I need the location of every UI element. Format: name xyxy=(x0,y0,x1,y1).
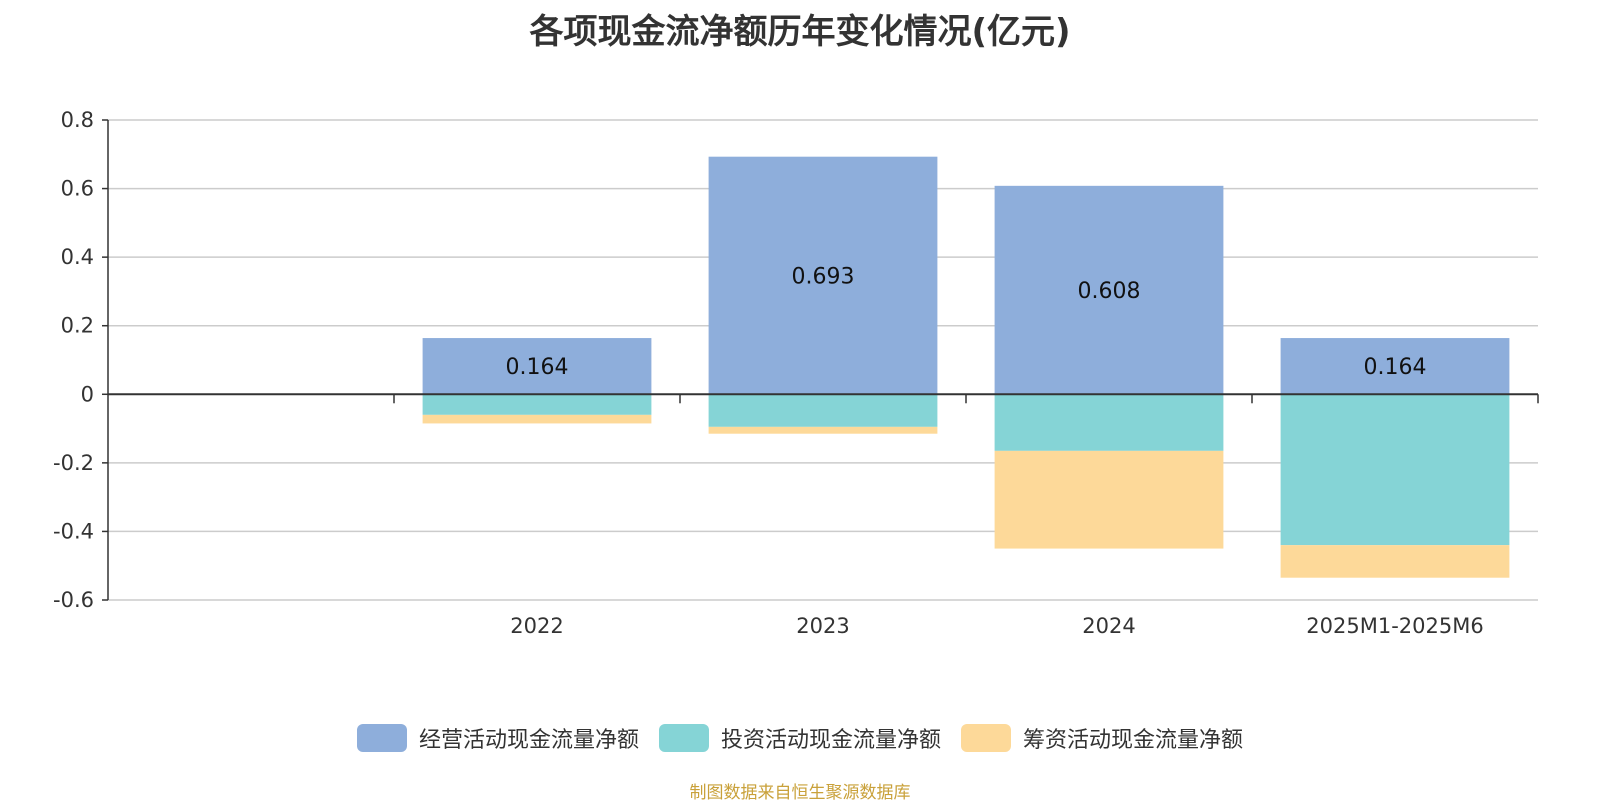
y-tick-label: 0 xyxy=(81,382,94,406)
legend-label-investing: 投资活动现金流量净额 xyxy=(720,728,941,753)
y-tick-label: 0.4 xyxy=(61,245,94,269)
bar-operating-4[interactable] xyxy=(1280,338,1510,395)
bars xyxy=(422,156,1510,578)
bar-operating-2[interactable] xyxy=(708,156,938,395)
x-tick-label: 2024 xyxy=(1082,614,1135,638)
data-label: 0.164 xyxy=(1364,355,1427,380)
legend-item-operating[interactable]: 经营活动现金流量净额 xyxy=(356,722,639,754)
x-tick-label: 2022 xyxy=(510,614,563,638)
data-labels: 0.164 0.693 0.608 0.164 xyxy=(506,264,1427,380)
y-tick-label: -0.6 xyxy=(53,588,94,612)
y-tick-label: 0.8 xyxy=(61,108,94,132)
y-tick-label: -0.2 xyxy=(53,451,94,475)
axes: 0.8 0.6 0.4 0.2 0 -0.2 -0.4 -0.6 2022 2023 2024 202… xyxy=(53,108,1539,638)
bar-financing-4[interactable] xyxy=(1280,545,1510,578)
legend-label-operating: 经营活动现金流量净额 xyxy=(418,728,639,753)
y-tick-label: 0.6 xyxy=(61,177,94,201)
bar-investing-4[interactable] xyxy=(1280,394,1510,546)
x-tick-label: 2025M1-2025M6 xyxy=(1306,614,1483,638)
legend-label-financing: 筹资活动现金流量净额 xyxy=(1023,728,1244,753)
bar-investing-3[interactable] xyxy=(994,394,1224,451)
legend-swatch-investing xyxy=(658,724,709,752)
bar-investing-1[interactable] xyxy=(422,394,652,415)
legend-swatch-operating xyxy=(356,724,407,752)
legend-item-financing[interactable]: 筹资活动现金流量净额 xyxy=(961,722,1243,754)
data-label: 0.693 xyxy=(792,264,855,289)
legend-item-investing[interactable]: 投资活动现金流量净额 xyxy=(658,722,941,754)
legend: 经营活动现金流量净额 投资活动现金流量净额 筹资活动现金流量净额 xyxy=(0,722,1600,754)
legend-swatch-financing xyxy=(961,724,1011,752)
y-tick-label: -0.4 xyxy=(53,519,94,543)
source-note: 制图数据来自恒生聚源数据库 xyxy=(689,783,911,803)
bar-investing-2[interactable] xyxy=(708,394,938,427)
y-tick-label: 0.2 xyxy=(61,314,94,338)
chart-title: 各项现金流净额历年变化情况(亿元) xyxy=(529,12,1071,52)
data-label: 0.164 xyxy=(506,355,569,380)
x-tick-label: 2023 xyxy=(796,614,849,638)
bar-financing-2[interactable] xyxy=(708,426,938,434)
bar-operating-3[interactable] xyxy=(994,185,1224,395)
bar-financing-3[interactable] xyxy=(994,450,1224,549)
data-label: 0.608 xyxy=(1078,279,1141,304)
bar-financing-1[interactable] xyxy=(422,414,652,424)
bar-operating-1[interactable] xyxy=(422,338,652,395)
